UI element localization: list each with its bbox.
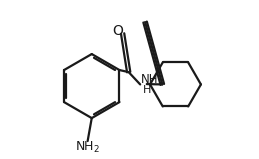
- Text: NH: NH: [141, 73, 158, 86]
- Text: H: H: [143, 85, 152, 95]
- Text: O: O: [112, 24, 123, 38]
- Text: NH$_2$: NH$_2$: [75, 140, 100, 155]
